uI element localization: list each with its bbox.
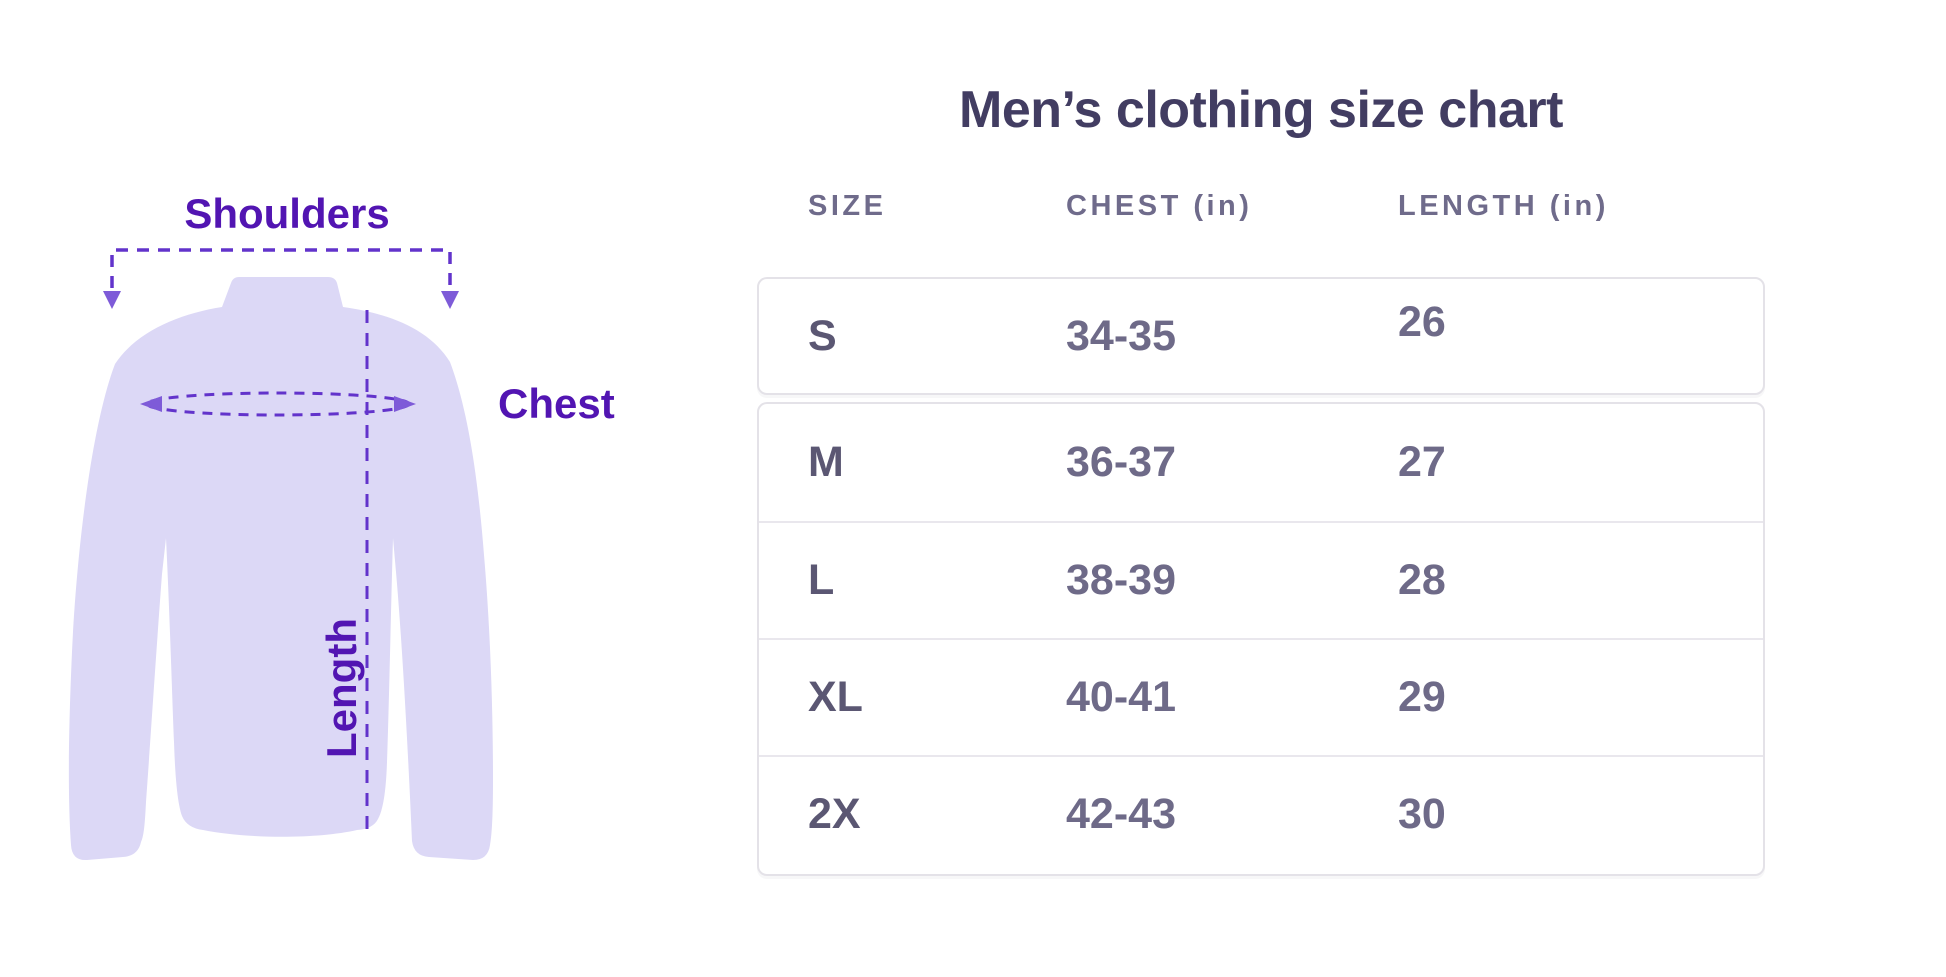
arrow-down-right-icon [441,291,459,309]
table-header: SIZE CHEST (in) LENGTH (in) [757,190,1765,223]
shirt-measurement-diagram: Shoulders Chest Length [68,190,615,861]
shirt-silhouette [68,277,493,861]
size-cell: XL [808,673,863,721]
chest-cell: 42-43 [1066,790,1176,838]
column-header-chest: CHEST (in) [1066,190,1253,222]
size-cell: M [808,438,844,486]
table-row: M 36-37 27 [759,404,1763,521]
length-cell: 30 [1398,790,1446,838]
chest-cell: 40-41 [1066,673,1176,721]
table-row: XL 40-41 29 [759,638,1763,755]
chest-cell: 34-35 [1066,311,1176,360]
length-cell: 27 [1398,438,1446,486]
table-row-group: M 36-37 27 L 38-39 28 XL 40-41 29 2X 42-… [757,402,1765,876]
chest-cell: 38-39 [1066,556,1176,604]
shoulders-label: Shoulders [184,190,389,237]
arrow-down-left-icon [103,291,121,309]
table-row: L 38-39 28 [759,521,1763,638]
table-row: 2X 42-43 30 [759,755,1763,872]
size-cell: S [808,311,837,360]
table-row: S 34-35 26 [759,279,1763,393]
chest-label: Chest [498,380,615,427]
column-header-length: LENGTH (in) [1398,190,1609,222]
length-cell: 28 [1398,556,1446,604]
size-cell: L [808,556,835,604]
length-label: Length [318,618,365,758]
arrow-left-icon [140,396,162,412]
length-cell: 26 [1398,297,1446,346]
arrow-right-icon [394,396,416,412]
size-cell: 2X [808,790,861,838]
column-header-size: SIZE [808,190,887,222]
length-cell: 29 [1398,673,1446,721]
chest-cell: 36-37 [1066,438,1176,486]
table-row-group-first: S 34-35 26 [757,277,1765,395]
page-title: Men’s clothing size chart [959,81,1563,139]
